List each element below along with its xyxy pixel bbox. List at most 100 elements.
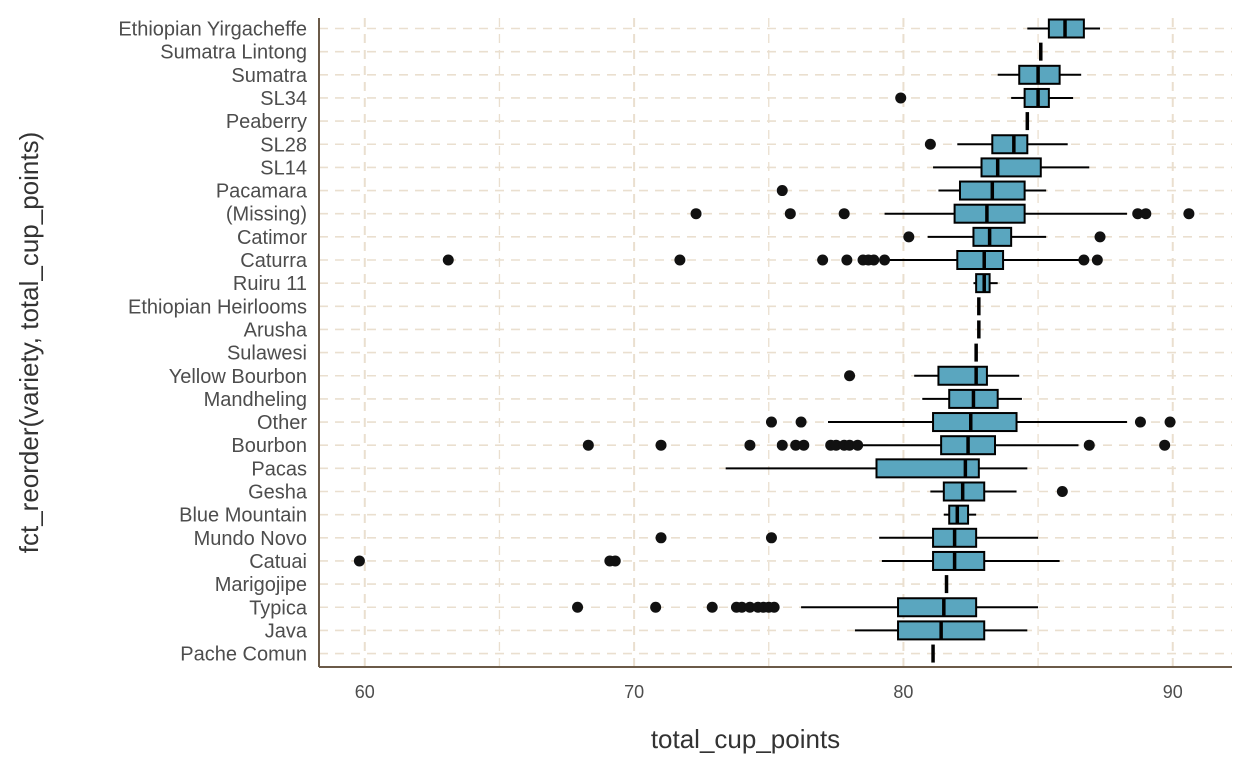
y-tick-label: Pacas <box>251 458 307 480</box>
iqr-box <box>932 550 986 571</box>
outlier-point <box>1094 231 1106 243</box>
axis-layer <box>318 18 1232 668</box>
outlier-point <box>852 439 864 451</box>
outlier-point <box>776 185 788 197</box>
outlier-point <box>1132 208 1144 220</box>
iqr-box <box>953 203 1026 224</box>
box-blue-mountain <box>943 504 977 525</box>
x-tick-label: 60 <box>355 682 375 702</box>
y-tick-label: Gesha <box>248 482 308 504</box>
x-tick-label: 90 <box>1163 682 1183 702</box>
y-tick-label: Sulawesi <box>227 343 307 365</box>
y-tick-label: Blue Mountain <box>179 505 307 527</box>
box-sl34 <box>895 87 1074 108</box>
outlier-point <box>1134 416 1146 428</box>
box-java <box>854 620 1028 641</box>
iqr-box <box>991 134 1029 155</box>
box-ruiru-11 <box>973 273 998 294</box>
outlier-point <box>736 601 748 613</box>
y-tick-label: Typica <box>249 597 308 619</box>
y-tick-label: Other <box>257 412 307 434</box>
box-other <box>765 412 1176 433</box>
y-tick-label: (Missing) <box>226 204 307 226</box>
x-tick-label: 80 <box>893 682 913 702</box>
outlier-point <box>650 601 662 613</box>
y-axis-title: fct_reorder(variety, total_cup_points) <box>14 132 44 554</box>
box-catuai <box>353 550 1060 571</box>
y-tick-label: Catimor <box>237 227 307 249</box>
box-ethiopian-yirgacheffe <box>1027 18 1101 39</box>
y-tick-label: Ethiopian Yirgacheffe <box>118 19 307 41</box>
outlier-point <box>776 439 788 451</box>
y-tick-label: Ethiopian Heirlooms <box>128 296 307 318</box>
outlier-point <box>572 601 584 613</box>
outlier-point <box>690 208 702 220</box>
box-caturra <box>442 250 1103 270</box>
y-tick-label: Pacamara <box>216 181 308 203</box>
outlier-point <box>582 439 594 451</box>
box-gesha <box>930 481 1068 502</box>
y-tick-label: Marigojipe <box>215 574 307 596</box>
box-pacas <box>725 458 1028 479</box>
y-tick-label: Mundo Novo <box>194 528 307 550</box>
y-tick-label: Peaberry <box>226 111 307 133</box>
y-tick-label: Ruiru 11 <box>233 273 307 295</box>
iqr-box <box>932 412 1018 433</box>
outlier-point <box>609 555 621 567</box>
box-typica <box>572 597 1039 618</box>
outlier-point <box>784 208 796 220</box>
box-sumatra <box>997 64 1082 85</box>
box-bourbon <box>582 435 1171 456</box>
box--missing- <box>690 203 1195 224</box>
y-tick-label: Bourbon <box>231 435 307 457</box>
outlier-point <box>765 532 777 544</box>
x-tick-labels: 60 70 80 90 <box>355 682 1183 702</box>
iqr-box <box>875 458 980 479</box>
outlier-point <box>1183 208 1195 220</box>
iqr-box <box>937 365 988 386</box>
y-tick-label: Arusha <box>244 319 308 341</box>
box-pacamara <box>776 180 1047 201</box>
iqr-box <box>972 226 1013 247</box>
y-tick-label: Caturra <box>240 250 308 272</box>
y-tick-label: SL34 <box>260 88 307 110</box>
grid-layer <box>319 18 1232 667</box>
outlier-point <box>795 416 807 428</box>
box-sl28 <box>924 134 1068 155</box>
box-mundo-novo <box>655 527 1039 548</box>
outlier-point <box>765 416 777 428</box>
outlier-point <box>924 138 936 150</box>
box-yellow-bourbon <box>844 365 1020 386</box>
iqr-box <box>897 597 978 618</box>
iqr-box <box>980 157 1042 178</box>
y-tick-label: Mandheling <box>204 389 307 411</box>
outlier-point <box>1078 254 1090 266</box>
outlier-point <box>841 254 853 266</box>
outlier-point <box>655 439 667 451</box>
y-tick-label: Sumatra <box>231 65 307 87</box>
outlier-point <box>744 601 756 613</box>
iqr-box <box>956 250 1005 270</box>
y-tick-label: Java <box>265 620 308 642</box>
outlier-point <box>879 254 891 266</box>
outlier-point <box>868 254 880 266</box>
outlier-point <box>1091 254 1103 266</box>
outlier-point <box>903 231 915 243</box>
y-tick-label: Yellow Bourbon <box>169 366 307 388</box>
outlier-point <box>817 254 829 266</box>
outlier-point <box>790 439 802 451</box>
y-tick-label: SL14 <box>260 157 307 179</box>
x-axis-title: total_cup_points <box>651 724 840 754</box>
outlier-point <box>838 208 850 220</box>
box-layer <box>353 18 1195 663</box>
box-mandheling <box>922 388 1022 409</box>
outlier-point <box>1159 439 1171 451</box>
y-tick-label: Pache Comun <box>180 644 307 666</box>
box-catimor <box>903 226 1106 247</box>
outlier-point <box>768 601 780 613</box>
outlier-point <box>1083 439 1095 451</box>
outlier-point <box>1140 208 1152 220</box>
y-tick-label: Catuai <box>249 551 307 573</box>
